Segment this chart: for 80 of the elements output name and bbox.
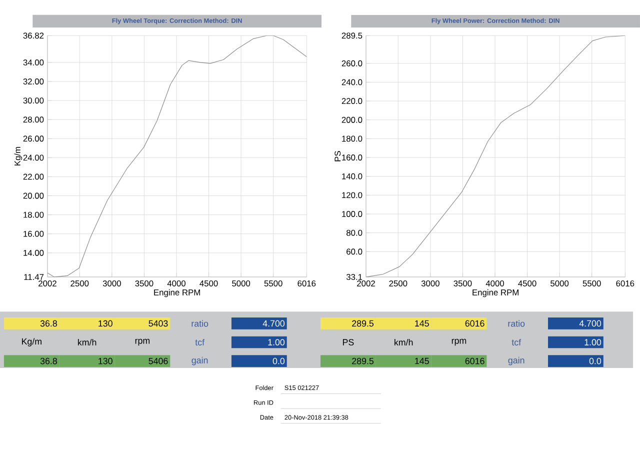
y-tick-label: 160.0 xyxy=(342,154,362,161)
text: 145 xyxy=(415,358,429,364)
text: 6016 xyxy=(465,358,484,364)
y-tick-label: 22.00 xyxy=(23,174,44,180)
text: tcf xyxy=(195,339,205,346)
y-tick-label: 240.0 xyxy=(342,79,362,86)
x-tick-label: 3000 xyxy=(102,280,121,286)
y-tick-label: 30.00 xyxy=(23,98,44,104)
y-tick-label: 80.0 xyxy=(346,230,362,236)
y-tick-label: 16.00 xyxy=(24,230,44,237)
line-series xyxy=(366,36,626,278)
y-tick-label: 220.0 xyxy=(342,98,362,104)
text: 289.5 xyxy=(352,358,374,364)
text: 130 xyxy=(98,320,112,327)
x-tick-label: 5500 xyxy=(264,280,282,286)
text: 36.8 xyxy=(40,358,57,364)
y-tick-label: 120.0 xyxy=(342,192,362,198)
line-series xyxy=(47,36,307,278)
text: ratio xyxy=(192,320,208,327)
x-tick-label: 6016 xyxy=(298,280,316,286)
text: gain xyxy=(192,356,208,366)
text: 289.5 xyxy=(352,320,374,327)
text: 5406 xyxy=(148,358,168,364)
x-tick-label: 5000 xyxy=(550,280,569,286)
x-tick-label: 2002 xyxy=(357,280,375,286)
y-tick-label: 36.82 xyxy=(23,32,44,39)
y-tick-label: 26.00 xyxy=(23,136,44,142)
text: gain xyxy=(508,356,524,366)
y-axis-title: PS xyxy=(334,151,341,162)
x-tick-label: 2002 xyxy=(38,280,56,286)
text: ratio xyxy=(508,320,525,327)
text: km/h xyxy=(394,339,413,346)
text: Kg/m xyxy=(22,338,42,346)
y-tick-label: 140.0 xyxy=(342,173,362,180)
x-tick-label: 4000 xyxy=(486,280,504,286)
text: 145 xyxy=(415,320,429,327)
y-tick-label: 28.00 xyxy=(23,116,44,123)
x-tick-label: 4500 xyxy=(518,280,536,286)
x-axis-title: Engine RPM xyxy=(472,289,518,298)
y-tick-label: 20.00 xyxy=(23,192,44,199)
text: rpm xyxy=(452,339,466,346)
x-tick-label: 2500 xyxy=(70,280,89,286)
y-tick-label: 32.00 xyxy=(23,78,44,85)
text: 130 xyxy=(98,358,112,364)
text: 1.00 xyxy=(268,339,285,346)
text: km/h xyxy=(78,339,96,346)
y-tick-label: 33.1 xyxy=(346,274,362,280)
y-tick-label: 14.00 xyxy=(24,250,44,256)
text: 0.0 xyxy=(272,358,285,364)
y-tick-label: 289.5 xyxy=(342,32,362,39)
y-tick-label: 11.47 xyxy=(24,274,44,280)
x-tick-label: 4000 xyxy=(167,280,186,286)
text: 4.700 xyxy=(262,320,285,327)
text: 6016 xyxy=(465,320,484,327)
x-tick-label: 2500 xyxy=(389,280,408,286)
y-tick-label: 260.0 xyxy=(342,60,362,66)
x-tick-label: 4500 xyxy=(200,280,218,286)
y-tick-label: 180.0 xyxy=(342,136,362,142)
y-tick-label: 24.00 xyxy=(23,154,44,161)
text: 0.0 xyxy=(589,358,602,364)
x-tick-label: 3000 xyxy=(421,280,440,286)
x-axis-title: Engine RPM xyxy=(154,289,200,298)
x-tick-label: 5500 xyxy=(582,280,601,286)
y-tick-label: 18.00 xyxy=(24,212,44,218)
text: tcf xyxy=(512,339,522,346)
y-tick-label: 200.0 xyxy=(342,116,362,123)
x-tick-label: 3500 xyxy=(454,280,472,286)
text: PS xyxy=(342,339,354,346)
text: 5403 xyxy=(148,320,168,327)
x-tick-label: 5000 xyxy=(232,280,250,286)
y-axis-title: Kg/m xyxy=(14,147,22,166)
text: rpm xyxy=(135,339,150,346)
y-tick-label: 60.0 xyxy=(346,248,362,255)
text: 4.700 xyxy=(579,320,602,327)
y-tick-label: 34.00 xyxy=(23,60,44,66)
y-tick-label: 100.0 xyxy=(342,211,362,218)
text: 36.8 xyxy=(40,320,57,327)
text: 1.00 xyxy=(584,339,602,346)
x-tick-label: 6016 xyxy=(616,280,634,286)
x-tick-label: 3500 xyxy=(135,280,154,286)
